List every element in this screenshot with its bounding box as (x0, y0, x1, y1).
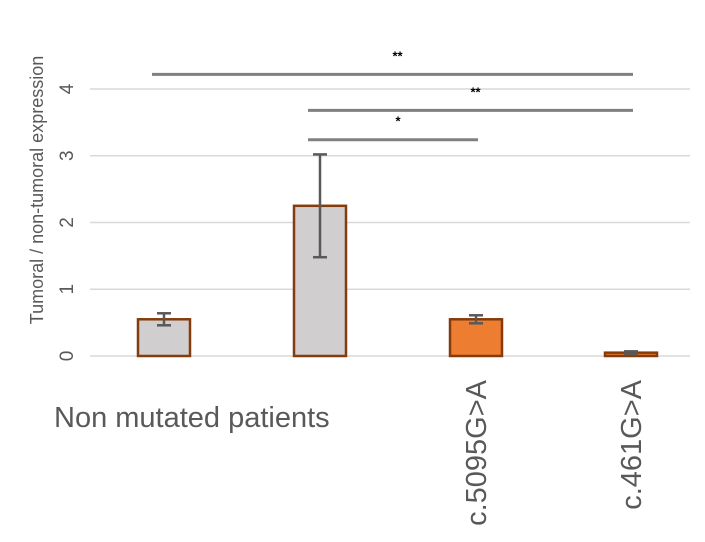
bar-1 (292, 204, 348, 358)
significance-label-2: * (395, 114, 401, 129)
x-category-label-2: c.5095G>A (461, 379, 493, 526)
significance-brackets: ***** (152, 48, 633, 142)
y-axis-ticks: 0 1 2 3 4 (57, 83, 78, 361)
y-tick-label-1: 1 (57, 284, 78, 295)
y-tick-label-4: 4 (57, 83, 78, 94)
significance-label-1: ** (470, 84, 481, 99)
x-axis-categories: Non mutated patients c.5095G>A c.461G>A (54, 379, 648, 526)
bar-2 (448, 318, 504, 358)
gridlines (90, 88, 690, 357)
error-bars (157, 153, 638, 356)
error-bar-3 (624, 350, 638, 356)
error-bar-2 (469, 314, 483, 325)
error-bar-0 (157, 312, 171, 327)
x-category-label-0: Non mutated patients (54, 402, 330, 434)
significance-label-0: ** (392, 48, 403, 63)
error-bar-1 (313, 153, 327, 259)
y-tick-label-3: 3 (57, 150, 78, 161)
y-axis-label: Tumoral / non-tumoral expression (27, 56, 47, 324)
bars (136, 204, 659, 358)
y-tick-label-0: 0 (57, 351, 78, 362)
x-category-label-3: c.461G>A (616, 379, 648, 509)
y-tick-label-2: 2 (57, 217, 78, 228)
